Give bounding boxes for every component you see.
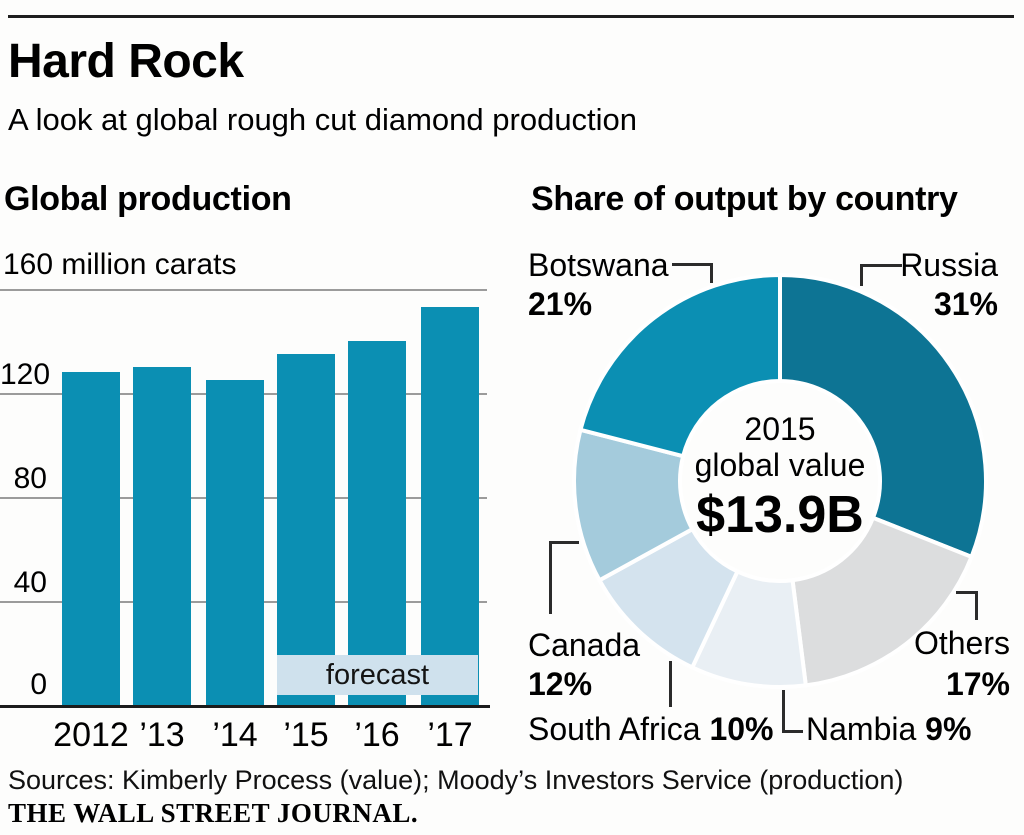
donut-center-caption: global value (694, 447, 866, 483)
ytick-0: 0 (30, 668, 47, 701)
leader-others-h (956, 591, 978, 594)
donut-slice-botswana (578, 272, 782, 459)
bar-14 (206, 380, 264, 705)
bar-17 (421, 307, 479, 705)
bar-13 (133, 367, 191, 705)
bar-16 (348, 341, 406, 705)
donut-chart (572, 272, 988, 689)
donut-slice-russia (778, 272, 988, 560)
xtick-17: ’17 (427, 716, 473, 754)
ytick-80: 80 (13, 462, 47, 495)
top-rule (8, 15, 1014, 18)
bar-chart-heading: Global production (4, 180, 292, 218)
label-canada: Canada (528, 627, 641, 663)
pct-nambia: 9% (925, 711, 972, 747)
label-botswana: Botswana (528, 247, 669, 283)
ytick-40: 40 (13, 566, 47, 599)
pct-south-africa: 10% (709, 711, 774, 747)
page-subtitle: A look at global rough cut diamond produ… (8, 102, 638, 137)
label-south-africa: South Africa 10% (528, 711, 774, 747)
x-axis-baseline (0, 705, 490, 708)
leader-botswana-h (672, 263, 713, 266)
page-title: Hard Rock (8, 35, 244, 88)
forecast-label: forecast (325, 658, 430, 691)
leader-russia-h (860, 264, 902, 267)
donut-slice-others (790, 515, 975, 688)
donut-chart-heading: Share of output by country (531, 180, 958, 218)
pct-botswana: 21% (528, 286, 593, 322)
y-axis-unit-label: 160 million carats (3, 248, 237, 281)
pct-russia: 31% (933, 286, 998, 322)
label-nambia: Nambia 9% (806, 711, 972, 747)
leader-botswana-v (710, 263, 713, 283)
xtick-13: ’13 (139, 716, 185, 754)
leader-nambia-h (782, 730, 803, 733)
xtick-14: ’14 (212, 716, 258, 754)
leader-south-africa-v (669, 661, 672, 707)
bar-2012 (62, 372, 120, 705)
leader-canada-v (549, 541, 552, 614)
leader-russia-v (860, 264, 863, 286)
leader-others-v (975, 591, 978, 620)
xtick-15: ’15 (283, 716, 329, 754)
xtick-2012: 2012 (53, 716, 129, 754)
xtick-16: ’16 (354, 716, 400, 754)
forecast-band: forecast (277, 655, 478, 695)
label-russia: Russia (900, 247, 998, 283)
donut-center-value: $13.9B (696, 486, 864, 544)
bar-15 (277, 354, 335, 705)
label-others: Others (913, 625, 1010, 661)
ytick-120: 120 (0, 358, 51, 391)
donut-center-year: 2015 (744, 411, 816, 447)
wsj-brand: THE WALL STREET JOURNAL. (8, 798, 419, 828)
gridline-160 (0, 289, 487, 291)
leader-canada-h (549, 541, 579, 544)
donut-center-label: 2015 global value $13.9B (660, 411, 900, 543)
pct-canada: 12% (528, 666, 593, 702)
leader-nambia-v (782, 690, 785, 733)
sources-line: Sources: Kimberly Process (value); Moody… (8, 765, 904, 795)
pct-others: 17% (945, 666, 1010, 702)
